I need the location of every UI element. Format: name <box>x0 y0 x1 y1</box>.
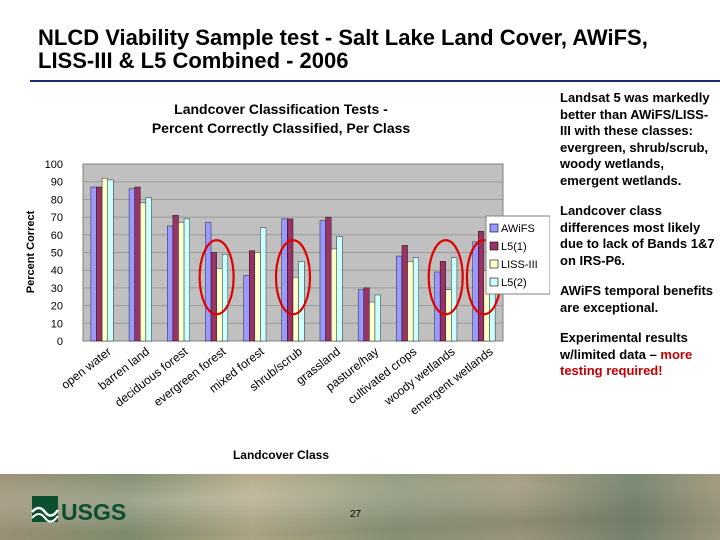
bar <box>325 216 332 342</box>
bar <box>407 261 414 342</box>
slide-title-line2: LISS-III & L5 Combined - 2006 <box>38 48 349 73</box>
usgs-logo: USGS <box>31 496 126 525</box>
bar <box>401 245 408 342</box>
legend-label: LISS-III <box>501 259 538 271</box>
chart: Landcover Classification Tests - Percent… <box>20 86 550 470</box>
bar <box>336 236 343 342</box>
chart-title-line2: Percent Correctly Classified, Per Class <box>152 120 411 136</box>
bar <box>183 218 190 342</box>
bar <box>260 227 267 342</box>
legend: AWiFS L5(1) LISS-III L5(2) <box>485 215 550 295</box>
bar <box>128 188 135 342</box>
bars <box>90 177 496 342</box>
bar <box>254 252 261 342</box>
highlight-circles <box>198 239 503 316</box>
x-axis-label: Landcover Class <box>233 448 329 462</box>
bar <box>369 301 376 342</box>
note-4: Experimental results w/limited data – mo… <box>560 330 718 380</box>
bar <box>330 248 337 342</box>
note-1: Landsat 5 was markedly better than AWiFS… <box>560 90 718 189</box>
y-tick-label: 80 <box>51 194 63 206</box>
usgs-logo-wave <box>31 506 60 517</box>
slide-title-line1: NLCD Viability Sample test - Salt Lake L… <box>38 25 648 50</box>
note-3-text: AWiFS temporal benefits are exceptional. <box>560 283 714 315</box>
title-rule <box>30 80 720 82</box>
bar <box>140 202 147 342</box>
bar <box>451 257 458 342</box>
bar <box>216 268 223 342</box>
bar <box>439 261 446 342</box>
bar <box>107 179 114 342</box>
bar <box>222 254 229 342</box>
bar <box>210 252 217 342</box>
y-tick-label: 0 <box>57 336 63 348</box>
footer-background <box>0 474 720 540</box>
note-4-text: Experimental results w/limited data – <box>560 330 688 362</box>
bar <box>243 275 250 342</box>
bar <box>145 197 152 342</box>
y-tick-label: 30 <box>51 283 63 295</box>
bar <box>292 277 299 342</box>
highlight-circle <box>198 239 235 316</box>
y-tick-label: 50 <box>51 248 63 260</box>
note-3: AWiFS temporal benefits are exceptional. <box>560 283 718 316</box>
bar <box>178 222 185 342</box>
y-tick-label: 70 <box>51 212 63 224</box>
y-axis-label: Percent Correct <box>25 210 37 293</box>
legend-swatch <box>489 241 499 251</box>
bar <box>363 287 370 342</box>
chart-title-line1: Landcover Classification Tests - <box>174 101 388 117</box>
y-tick-label: 90 <box>51 177 63 189</box>
y-tick-labels: 0 10 20 30 40 50 60 70 80 90 100 <box>45 159 63 348</box>
note-2-text: Landcover class differences most likely … <box>560 203 715 268</box>
bar <box>412 257 419 342</box>
y-tick-label: 100 <box>45 159 63 171</box>
legend-label: L5(2) <box>501 277 527 289</box>
usgs-logo-text: USGS <box>61 499 126 525</box>
usgs-logo-wave2 <box>31 513 59 523</box>
y-tick-label: 20 <box>51 301 63 313</box>
bar <box>478 231 485 342</box>
legend-swatch <box>489 277 499 287</box>
bar <box>90 186 97 342</box>
y-tick-label: 60 <box>51 230 63 242</box>
bar <box>319 220 326 342</box>
note-4-highlight: more testing required! <box>560 346 693 379</box>
bar <box>374 294 381 342</box>
page-number: 27 <box>350 509 362 520</box>
note-1-text: Landsat 5 was markedly better than AWiFS… <box>560 90 710 188</box>
bar <box>96 186 103 342</box>
slide-title: NLCD Viability Sample test - Salt Lake L… <box>38 26 718 72</box>
y-tick-label: 40 <box>51 265 63 277</box>
bar <box>287 218 294 342</box>
highlight-circle <box>427 239 464 316</box>
highlight-circle <box>274 239 312 316</box>
legend-label: AWiFS <box>501 223 535 235</box>
bar <box>298 261 305 342</box>
bar <box>134 186 141 342</box>
bar <box>167 225 174 342</box>
note-2: Landcover class differences most likely … <box>560 203 718 269</box>
bar <box>205 222 212 342</box>
bar <box>249 250 256 342</box>
y-tick-label: 10 <box>51 318 63 330</box>
bar <box>172 215 179 342</box>
legend-swatch <box>489 259 499 269</box>
notes-panel: Landsat 5 was markedly better than AWiFS… <box>560 90 718 394</box>
bar <box>472 241 479 342</box>
bar <box>357 289 364 342</box>
legend-swatch <box>489 223 499 233</box>
legend-label: L5(1) <box>501 241 527 253</box>
bar <box>101 177 108 342</box>
bar <box>281 218 288 342</box>
bar <box>396 255 403 342</box>
